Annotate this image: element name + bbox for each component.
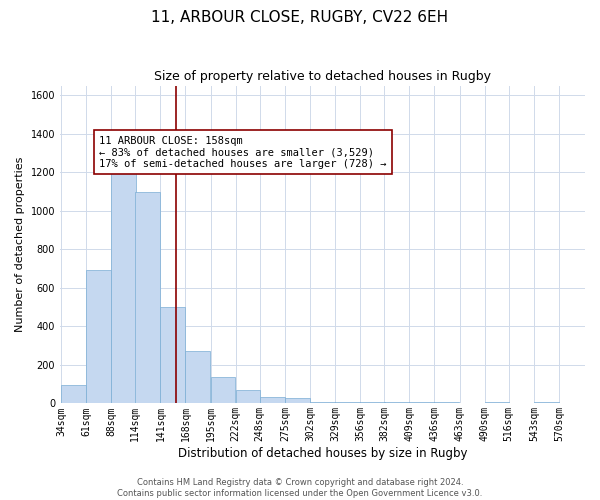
Bar	[534, 402, 559, 404]
Text: Contains HM Land Registry data © Crown copyright and database right 2024.
Contai: Contains HM Land Registry data © Crown c…	[118, 478, 482, 498]
Bar	[211, 378, 235, 404]
Bar	[185, 352, 210, 404]
Bar	[236, 390, 260, 404]
Bar	[160, 307, 185, 404]
Bar	[409, 402, 434, 404]
Bar	[385, 402, 409, 404]
Bar	[136, 192, 160, 404]
Bar	[310, 402, 335, 404]
Bar	[434, 402, 459, 404]
Bar	[335, 402, 360, 404]
Bar	[61, 385, 86, 404]
Bar	[86, 270, 111, 404]
Title: Size of property relative to detached houses in Rugby: Size of property relative to detached ho…	[154, 70, 491, 83]
Text: 11, ARBOUR CLOSE, RUGBY, CV22 6EH: 11, ARBOUR CLOSE, RUGBY, CV22 6EH	[151, 10, 449, 25]
Bar	[485, 402, 509, 404]
X-axis label: Distribution of detached houses by size in Rugby: Distribution of detached houses by size …	[178, 447, 467, 460]
Bar	[260, 396, 284, 404]
Bar	[285, 398, 310, 404]
Bar	[360, 402, 385, 404]
Y-axis label: Number of detached properties: Number of detached properties	[15, 157, 25, 332]
Text: 11 ARBOUR CLOSE: 158sqm
← 83% of detached houses are smaller (3,529)
17% of semi: 11 ARBOUR CLOSE: 158sqm ← 83% of detache…	[99, 136, 386, 169]
Bar	[111, 146, 136, 404]
